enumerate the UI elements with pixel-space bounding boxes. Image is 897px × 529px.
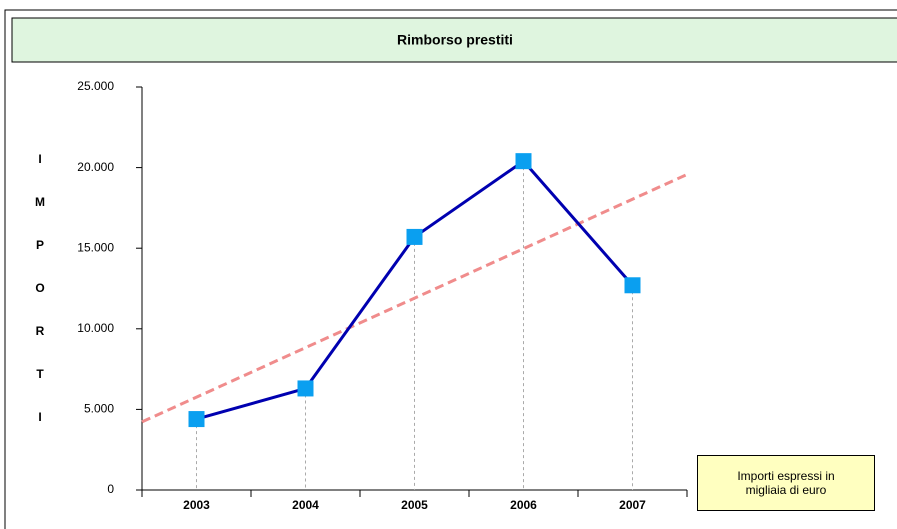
trend-line (141, 173, 688, 424)
marker (515, 153, 532, 170)
y-tick-label: 10.000 (77, 321, 114, 335)
x-tick-label: 2005 (401, 498, 428, 512)
marker (297, 380, 314, 397)
y-tick-label: 0 (107, 482, 114, 496)
chart-title: Rimborso prestiti (397, 32, 513, 48)
x-tick-label: 2003 (183, 498, 210, 512)
x-tick-label: 2006 (510, 498, 537, 512)
x-tick-label: 2004 (292, 498, 319, 512)
y-tick-label: 5.000 (84, 402, 114, 416)
y-tick-label: 15.000 (77, 240, 114, 254)
y-tick-label: 20.000 (77, 160, 114, 174)
title-box (11, 17, 897, 63)
chart-frame (4, 9, 897, 529)
marker (406, 228, 423, 245)
y-tick-label: 25.000 (77, 79, 114, 93)
note: Importi espressi in migliaia di euro (697, 455, 875, 511)
marker (188, 411, 205, 428)
x-tick-label: 2007 (619, 498, 646, 512)
marker (624, 277, 641, 294)
